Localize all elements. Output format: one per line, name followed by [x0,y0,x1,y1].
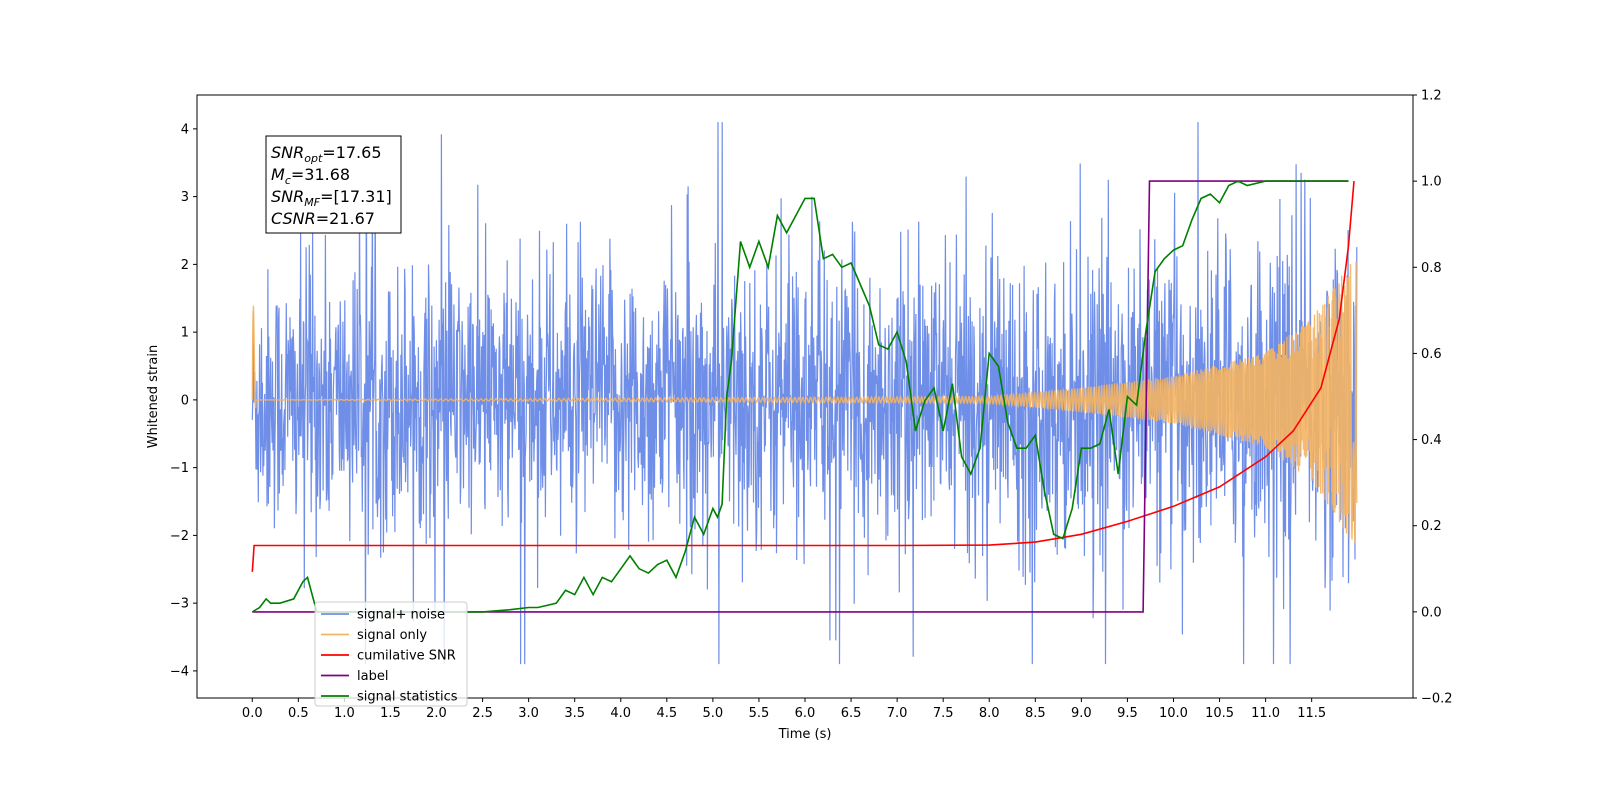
x-tick-label: 10.5 [1205,706,1234,721]
x-tick-label: 1.5 [380,706,401,721]
x-axis-label: Time (s) [778,727,832,742]
series-signal-only [251,262,1358,544]
y-tick-label: 3 [181,190,189,205]
y2-tick-label: 1.0 [1421,175,1442,190]
y-tick-label: −1 [170,461,189,476]
legend: signal+ noise signal only cumilative SNR la… [314,601,468,707]
x-tick-label: 5.5 [749,706,770,721]
annotation-frame [265,135,402,234]
y2-tick-label: 1.2 [1421,89,1442,104]
annotation-line: SNRMF=[17.31] [271,187,392,209]
x-tick-label: 7.5 [933,706,954,721]
annotation-line: Mc=31.68 [271,165,350,187]
x-tick-label: 6.5 [841,706,862,721]
x-tick-label: 0.5 [288,706,309,721]
x-tick-label: 3.5 [564,706,585,721]
signal-only-line [251,262,1358,544]
legend-label: signal+ noise [357,608,445,623]
x-tick-label: 4.0 [610,706,631,721]
y2-tick-label: 0.0 [1421,605,1442,620]
y-axis-left: −4 −3 −2 −1 0 1 2 3 4 [170,122,197,679]
x-tick-label: 9.5 [1117,706,1138,721]
y-tick-label: 1 [181,326,189,341]
x-tick-label: 3.0 [518,706,539,721]
series-signal-statistics [251,180,1349,613]
y-tick-label: 4 [181,122,189,137]
y2-tick-label: 0.8 [1421,261,1442,276]
x-axis: 0.0 0.5 1.0 1.5 2.0 2.5 3.0 3.5 4.0 4.5 5.0 5.5 6.0 6… [242,698,1326,721]
y-tick-label: −4 [170,664,189,679]
x-tick-label: 8.0 [979,706,1000,721]
series-signal-statistics-line [251,180,1349,613]
signal-noise-line [251,122,1358,665]
x-tick-label: 8.5 [1025,706,1046,721]
y-tick-label: 0 [181,393,189,408]
y-axis-label: Whitened strain [146,345,161,448]
x-tick-label: 11.5 [1297,706,1326,721]
series-label-line [252,180,1349,613]
y-tick-label: −2 [170,529,189,544]
y-axis-right: −0.2 0.0 0.2 0.4 0.6 0.8 1.0 1.2 [1413,89,1453,707]
y2-tick-label: 0.4 [1421,433,1442,448]
y2-tick-label: 0.2 [1421,519,1442,534]
x-tick-label: 6.0 [795,706,816,721]
y2-tick-label: 0.6 [1421,347,1442,362]
legend-label: signal statistics [357,690,458,705]
series-cumilative-snr [251,181,1355,572]
annotation-line: CSNR=21.67 [271,209,375,228]
metrics-annotation-box: SNRopt=17.65Mc=31.68SNRMF=[17.31]CSNR=21… [265,135,402,234]
series-layer [251,122,1358,665]
x-tick-label: 2.0 [426,706,447,721]
x-tick-label: 11.0 [1251,706,1280,721]
y2-tick-label: −0.2 [1421,692,1453,707]
x-tick-label: 10.0 [1159,706,1188,721]
legend-frame [314,601,468,707]
y-tick-label: −3 [170,597,189,612]
legend-label: cumilative SNR [357,649,456,664]
annotation-line: SNRopt=17.65 [271,143,382,165]
x-tick-label: 0.0 [242,706,263,721]
x-tick-label: 1.0 [334,706,355,721]
x-tick-label: 9.0 [1071,706,1092,721]
legend-label: signal only [357,628,427,643]
legend-label: label [357,669,388,684]
x-tick-label: 7.0 [887,706,908,721]
x-tick-label: 5.0 [703,706,724,721]
series-cumilative-snr-line [251,181,1355,572]
series-signal-noise [251,122,1358,665]
x-tick-label: 2.5 [472,706,493,721]
series-label [252,180,1349,613]
y-tick-label: 2 [181,258,189,273]
x-tick-label: 4.5 [656,706,677,721]
